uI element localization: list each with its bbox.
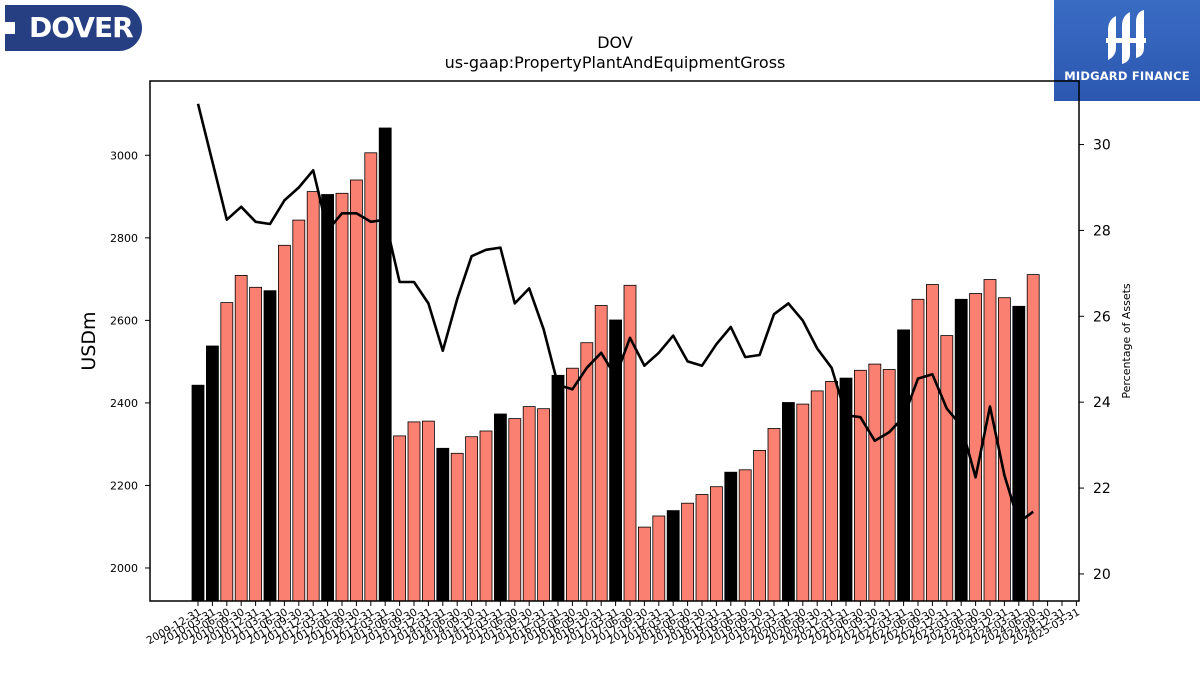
bar	[335, 192, 349, 602]
y2-tick-label: 20	[1093, 567, 1111, 583]
bar	[407, 421, 421, 602]
plot-frame	[149, 80, 1080, 602]
bar	[724, 471, 738, 602]
bar	[623, 284, 637, 602]
bar	[493, 413, 507, 602]
bar	[479, 430, 493, 602]
bar	[321, 194, 335, 602]
bar	[753, 449, 766, 602]
bar	[767, 428, 781, 602]
y-tick-label: 2400	[110, 397, 138, 410]
y-axis-label: USDm	[78, 311, 100, 370]
bar	[738, 469, 752, 602]
bar	[940, 335, 954, 602]
y2-tick-label: 22	[1093, 481, 1111, 497]
bar	[234, 274, 248, 602]
bar	[393, 435, 407, 602]
bar	[926, 284, 939, 602]
bar	[868, 363, 882, 602]
bar	[652, 515, 666, 602]
y2-axis-label: Percentage of Assets	[1120, 283, 1133, 399]
bar	[1012, 305, 1026, 602]
bar	[220, 302, 234, 602]
y2-tick-label: 26	[1093, 309, 1111, 325]
y-tick-label: 3000	[110, 149, 138, 162]
midgard-mark-icon	[1106, 10, 1146, 64]
bar	[465, 436, 479, 602]
bar	[638, 526, 651, 602]
bar	[421, 420, 435, 602]
bar	[378, 127, 392, 602]
bar	[983, 279, 997, 602]
bar	[825, 380, 838, 602]
bar	[897, 329, 910, 602]
chart-title: DOV	[597, 33, 633, 52]
bar	[695, 494, 709, 602]
bar	[782, 402, 795, 602]
bar	[450, 452, 464, 602]
bar	[1026, 274, 1040, 602]
dover-logo-text: DOVER	[29, 11, 134, 44]
y-tick-label: 2600	[110, 314, 138, 327]
bar	[263, 290, 277, 602]
bar	[796, 403, 810, 602]
bar	[306, 191, 320, 602]
bar	[292, 219, 306, 602]
bar	[205, 345, 219, 602]
bar	[508, 418, 522, 602]
y-tick-label: 2200	[110, 479, 138, 492]
dover-logo-notch	[5, 22, 15, 34]
midgard-logo-text: MIDGARD FINANCE	[1064, 69, 1190, 83]
bar	[810, 390, 824, 602]
y2-tick-label: 24	[1093, 395, 1111, 411]
y-tick-label: 2000	[110, 562, 138, 575]
bar	[882, 369, 896, 602]
bar	[666, 510, 680, 602]
y-tick-label: 2800	[110, 232, 138, 245]
bar	[191, 384, 205, 602]
bar	[969, 293, 982, 602]
bar	[594, 305, 608, 602]
midgard-finance-logo: MIDGARD FINANCE	[1054, 0, 1200, 101]
bar	[537, 408, 550, 602]
bar	[551, 374, 565, 602]
percentage-line	[196, 103, 1034, 524]
bar	[436, 447, 450, 602]
bar	[681, 502, 694, 602]
y2-tick-label: 30	[1093, 138, 1111, 154]
bar	[522, 406, 536, 602]
x-axis: 2009-12-312010-03-312010-06-302010-09-30…	[145, 601, 1082, 647]
bar	[911, 298, 925, 602]
bar-series	[191, 127, 1040, 602]
bar	[854, 369, 867, 602]
bar	[566, 367, 579, 602]
left-axis: 2000 2200 2400 2600 2800 3000	[110, 149, 150, 575]
dover-logo: DOVER	[5, 5, 142, 51]
bar	[349, 179, 363, 602]
right-axis: 20 22 24 26 28 30	[1079, 138, 1111, 583]
bar	[954, 298, 968, 602]
bar	[710, 486, 723, 602]
chart-subtitle: us-gaap:PropertyPlantAndEquipmentGross	[445, 53, 786, 72]
bar	[249, 286, 263, 602]
bar	[277, 244, 291, 602]
y2-tick-label: 28	[1093, 223, 1111, 239]
bar	[580, 342, 594, 602]
